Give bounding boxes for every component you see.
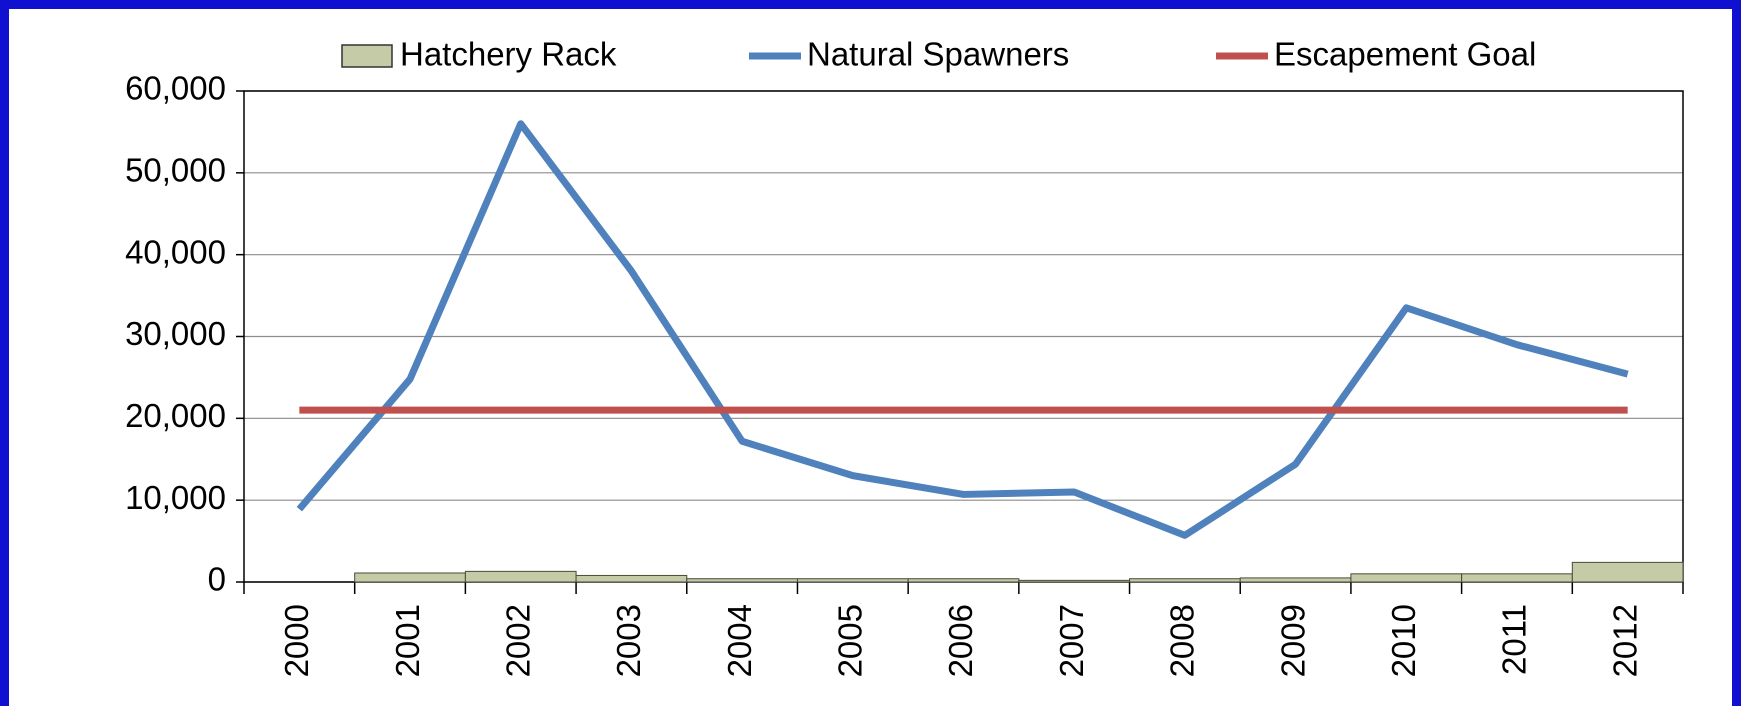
- y-tick-label: 50,000: [125, 152, 226, 189]
- bar: [796, 578, 909, 583]
- x-tick-label: 2011: [1496, 604, 1533, 675]
- x-tick-label: 2002: [499, 604, 536, 677]
- x-tick-label: 2008: [1164, 604, 1201, 677]
- y-tick-label: 20,000: [125, 397, 226, 434]
- line: [296, 120, 1629, 539]
- bar: [1239, 577, 1352, 583]
- x-tick-label: 2006: [942, 604, 979, 677]
- x-tick-label: 2010: [1385, 604, 1422, 677]
- x-tick-label: 2004: [721, 604, 758, 677]
- x-tick-label: 2009: [1274, 604, 1311, 677]
- x-tick-label: 2005: [832, 604, 869, 677]
- legend-swatch: [341, 44, 393, 68]
- bar: [354, 572, 466, 583]
- bar: [575, 574, 688, 583]
- x-tick-label: 2007: [1053, 604, 1090, 677]
- legend-label: Hatchery Rack: [400, 36, 617, 73]
- x-tick-label: 2001: [389, 604, 426, 677]
- bar: [907, 578, 1020, 583]
- bar: [1571, 561, 1684, 583]
- chart-background: [9, 9, 1732, 706]
- y-tick-label: 30,000: [125, 315, 226, 352]
- bar: [464, 570, 577, 583]
- x-tick-label: 2012: [1606, 604, 1643, 677]
- bar: [1129, 578, 1241, 583]
- y-tick-label: 0: [208, 561, 226, 598]
- bar: [686, 578, 798, 583]
- legend-label: Natural Spawners: [807, 36, 1069, 73]
- bar: [1018, 579, 1131, 583]
- y-tick-label: 10,000: [125, 479, 226, 516]
- bar: [1350, 573, 1463, 583]
- x-tick-label: 2003: [610, 604, 647, 677]
- y-tick-label: 60,000: [125, 70, 226, 107]
- x-tick-label: 2000: [278, 604, 315, 677]
- y-tick-label: 40,000: [125, 233, 226, 270]
- legend-label: Escapement Goal: [1274, 36, 1536, 73]
- bar: [1461, 573, 1573, 583]
